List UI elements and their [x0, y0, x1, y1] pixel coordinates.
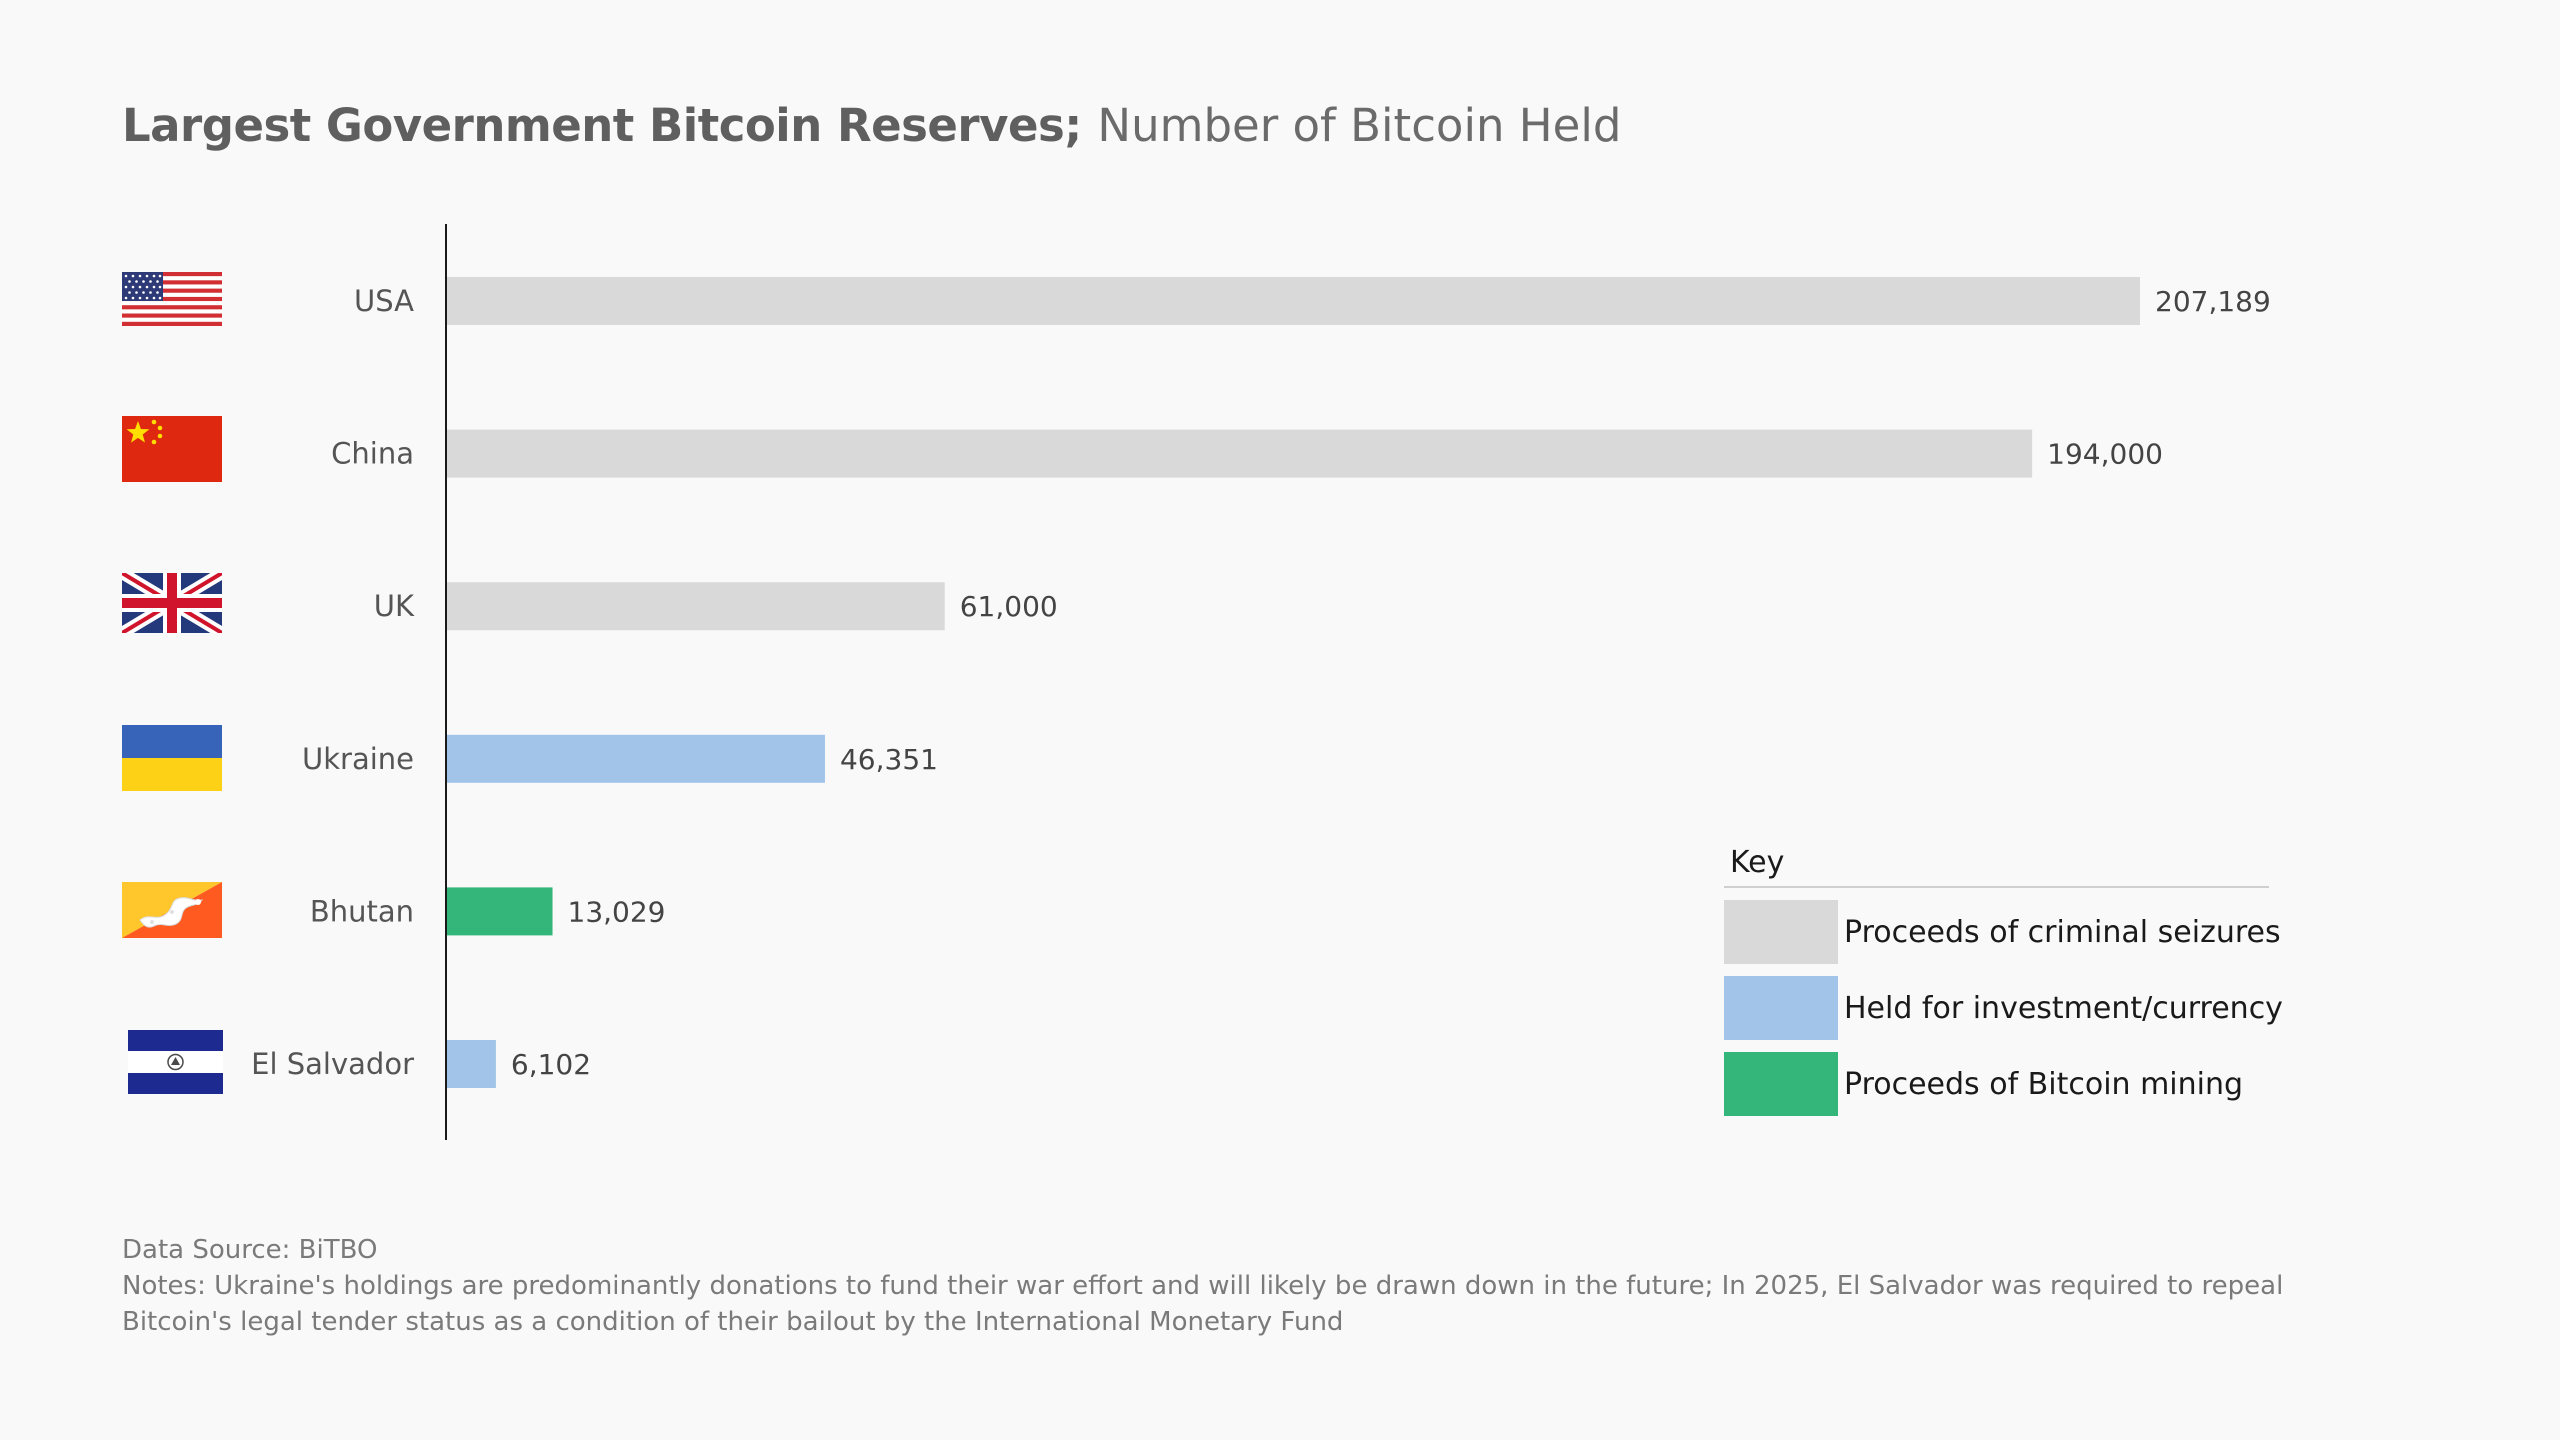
bar-bhutan [446, 887, 553, 936]
bar-china [446, 429, 2033, 478]
ukraine-flag-icon [122, 725, 222, 791]
flags-group [122, 272, 223, 1094]
data-source: Data Source: BiTBO [122, 1235, 378, 1265]
value-label-ukraine: 46,351 [840, 743, 938, 776]
category-label-uk: UK [374, 589, 415, 623]
footer: Data Source: BiTBO Notes: Ukraine's hold… [122, 1232, 2422, 1340]
value-label-usa: 207,189 [2155, 285, 2271, 318]
legend-item-investment: Held for investment/currency [1724, 976, 2283, 1040]
legend-item-mining: Proceeds of Bitcoin mining [1724, 1052, 2269, 1116]
bar-el-salvador [446, 1040, 496, 1088]
el-salvador-flag-icon [128, 1030, 223, 1094]
bhutan-flag-icon [122, 882, 222, 938]
legend: Key Proceeds of criminal seizures Held f… [1724, 840, 2283, 1128]
bar-uk [446, 582, 945, 631]
legend-item-seizure: Proceeds of criminal seizures [1724, 900, 2281, 964]
value-label-bhutan: 13,029 [568, 895, 666, 928]
usa-flag-icon [122, 272, 222, 326]
legend-swatch-mining [1724, 1052, 1838, 1116]
bars-group [446, 277, 2140, 1088]
legend-swatch-seizure [1724, 900, 1838, 964]
legend-label-mining: Proceeds of Bitcoin mining [1844, 1066, 2244, 1102]
category-labels: USA China UK Ukraine Bhutan El Salvador [251, 284, 415, 1081]
legend-label-seizure: Proceeds of criminal seizures [1844, 914, 2281, 950]
china-flag-icon [122, 416, 222, 482]
legend-title: Key [1724, 840, 2269, 888]
bar-ukraine [446, 734, 825, 783]
chart-title-bold: Largest Government Bitcoin Reserves; [122, 99, 1082, 152]
category-label-ukraine: Ukraine [302, 742, 414, 776]
legend-label-investment: Held for investment/currency [1844, 990, 2283, 1026]
value-label-uk: 61,000 [960, 590, 1058, 623]
category-label-china: China [331, 437, 414, 471]
value-labels: 207,189 194,000 61,000 46,351 13,029 6,102 [511, 285, 2271, 1081]
legend-swatch-investment [1724, 976, 1838, 1040]
chart-title-light: Number of Bitcoin Held [1097, 99, 1622, 152]
bar-chart: USA China UK Ukraine Bhutan El Salvador 207,1… [122, 224, 2271, 1140]
value-label-el-salvador: 6,102 [511, 1048, 591, 1081]
notes-line-2: Bitcoin's legal tender status as a condi… [122, 1307, 1344, 1337]
category-label-bhutan: Bhutan [310, 894, 414, 928]
bar-usa [446, 277, 2140, 325]
uk-flag-icon [122, 573, 222, 633]
category-label-el-salvador: El Salvador [251, 1047, 414, 1081]
chart-title: Largest Government Bitcoin Reserves; Num… [122, 96, 1621, 156]
value-label-china: 194,000 [2047, 438, 2163, 471]
category-label-usa: USA [354, 284, 414, 318]
notes-line-1: Notes: Ukraine's holdings are predominan… [122, 1271, 2284, 1301]
